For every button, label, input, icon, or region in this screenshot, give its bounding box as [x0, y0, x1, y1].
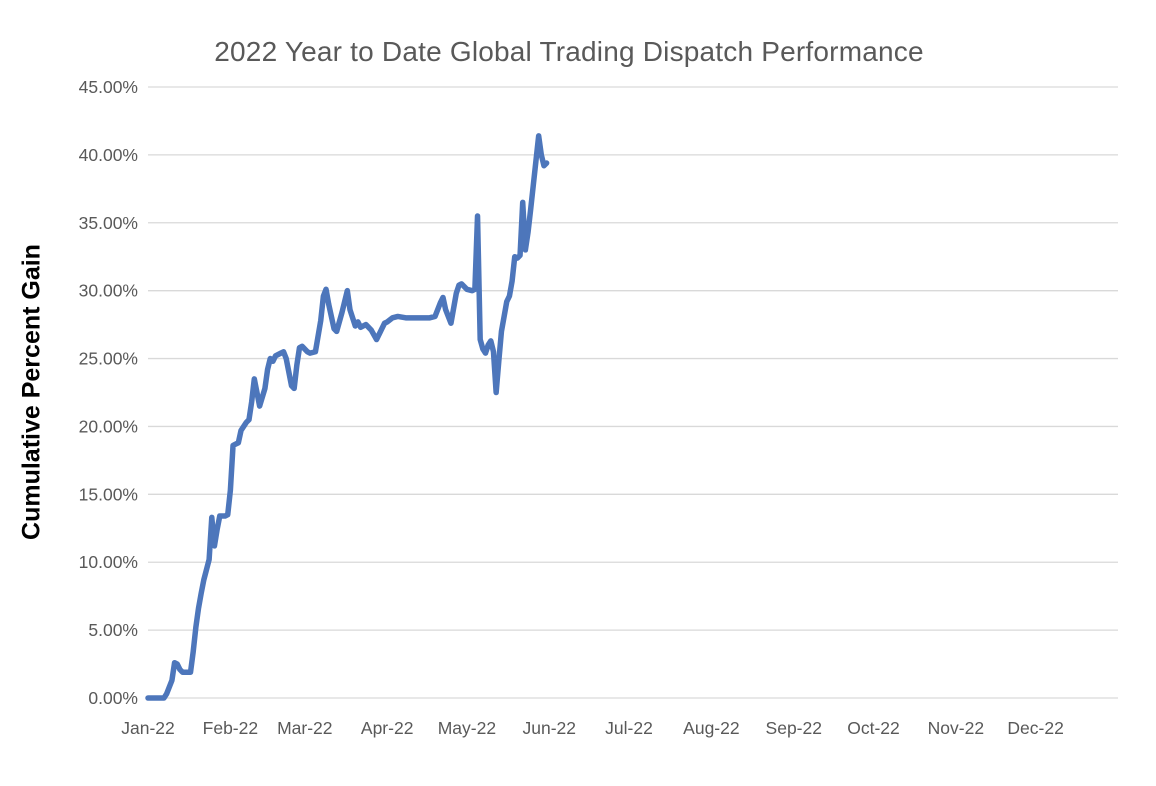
y-tick-label: 40.00% [79, 145, 138, 165]
x-tick-label: Jun-22 [523, 718, 577, 738]
x-tick-label: Aug-22 [683, 718, 739, 738]
x-tick-label: Mar-22 [277, 718, 332, 738]
y-tick-label: 10.00% [79, 552, 138, 572]
x-tick-label: Feb-22 [203, 718, 258, 738]
y-tick-label: 25.00% [79, 349, 138, 369]
x-tick-label: May-22 [438, 718, 496, 738]
chart-title: 2022 Year to Date Global Trading Dispatc… [214, 36, 924, 67]
y-tick-label: 35.00% [79, 213, 138, 233]
y-tick-label: 45.00% [79, 77, 138, 97]
x-tick-label: Jul-22 [605, 718, 653, 738]
y-tick-label: 5.00% [88, 620, 138, 640]
x-tick-label: Jan-22 [121, 718, 175, 738]
y-tick-label: 20.00% [79, 416, 138, 436]
x-tick-label: Nov-22 [928, 718, 984, 738]
y-tick-label: 0.00% [88, 688, 138, 708]
x-tick-label: Dec-22 [1007, 718, 1063, 738]
x-tick-label: Apr-22 [361, 718, 414, 738]
series-line-cumulative-percent-gain [145, 133, 550, 701]
y-tick-label: 30.00% [79, 281, 138, 301]
x-tick-label: Oct-22 [847, 718, 900, 738]
x-tick-label: Sep-22 [766, 718, 822, 738]
y-tick-label: 15.00% [79, 484, 138, 504]
